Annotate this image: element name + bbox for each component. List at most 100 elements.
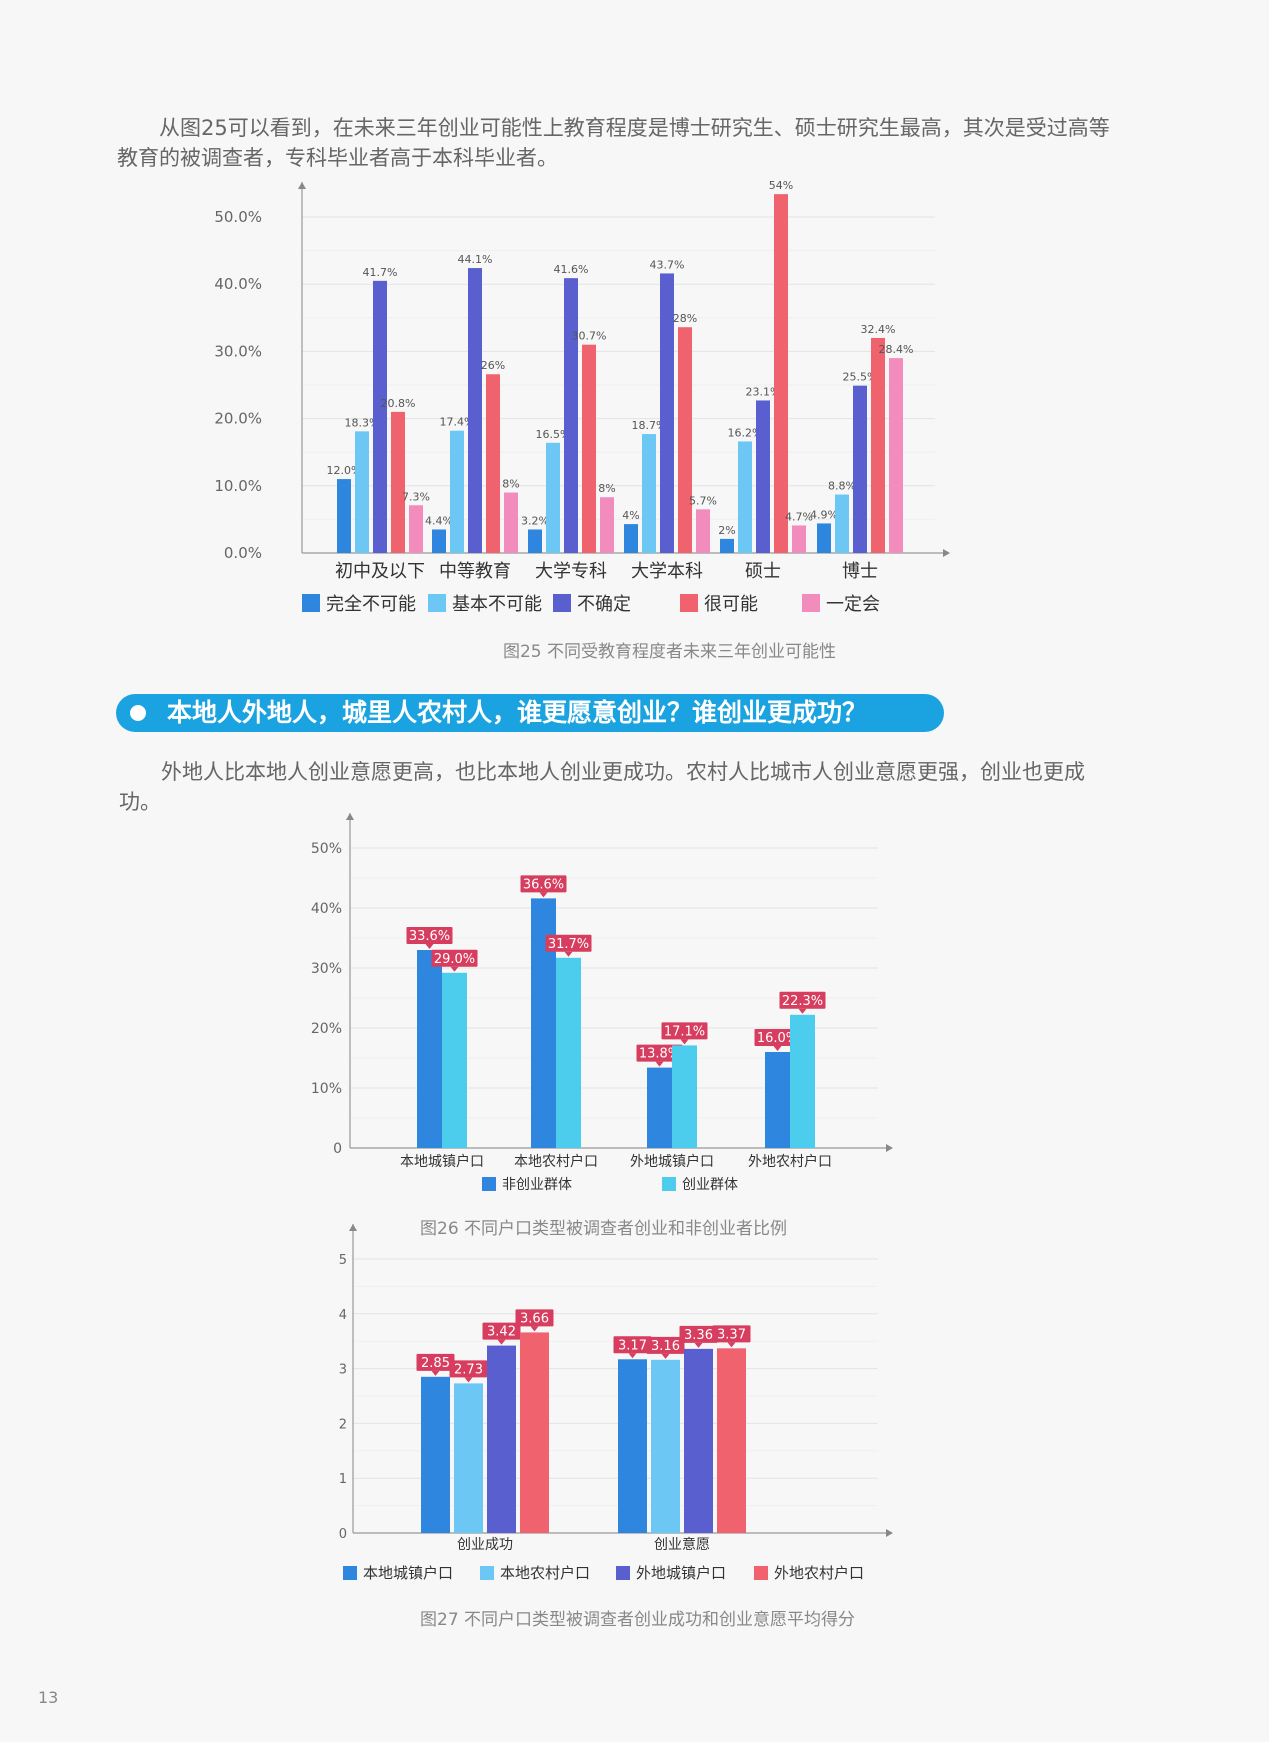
data-label: 3.17: [618, 1338, 647, 1353]
bar: [765, 1052, 790, 1148]
data-label-pointer-icon: [680, 1039, 689, 1045]
bar: [889, 358, 903, 553]
y-tick-label: 20%: [311, 1021, 342, 1037]
data-label: 18.7%: [632, 419, 667, 432]
data-label-pointer-icon: [655, 1061, 664, 1067]
section-banner-title: 本地人外地人，城里人农村人，谁更愿意创业？谁创业更成功？: [167, 698, 868, 727]
data-label-box: [545, 934, 592, 952]
data-label: 26%: [481, 359, 505, 372]
bar: [504, 492, 518, 553]
legend-label: 不确定: [577, 594, 631, 615]
bar: [337, 479, 351, 553]
bar: [790, 1014, 815, 1148]
bar: [564, 278, 578, 553]
bar: [373, 280, 387, 553]
y-tick-label: 20.0%: [214, 410, 262, 428]
x-category-label: 创业成功: [457, 1537, 513, 1553]
legend-swatch: [680, 594, 698, 612]
data-label: 3.37: [717, 1327, 746, 1342]
data-label-box: [449, 1360, 488, 1378]
data-label-box: [613, 1336, 652, 1354]
data-label-box: [482, 1322, 521, 1340]
data-label-box: [520, 875, 567, 893]
bar: [520, 1332, 549, 1533]
data-label-pointer-icon: [694, 1342, 703, 1348]
y-tick-label: 0: [339, 1527, 347, 1542]
data-label-pointer-icon: [539, 892, 548, 898]
data-label: 16.5%: [536, 428, 571, 441]
legend-swatch: [802, 594, 820, 612]
data-label: 28.4%: [879, 343, 914, 356]
y-tick-label: 40%: [311, 901, 342, 917]
intro-text: 从图25可以看到，在未来三年创业可能性上教育程度是博士研究生、硕士研究生最高，其…: [117, 116, 1110, 170]
y-tick-label: 1: [339, 1472, 347, 1487]
y-tick-label: 10.0%: [214, 477, 262, 495]
data-label-pointer-icon: [425, 944, 434, 949]
data-label-box: [679, 1325, 718, 1343]
x-axis-arrow-icon: [886, 1529, 893, 1537]
data-label: 16.0%: [757, 1031, 798, 1046]
y-tick-label: 10%: [311, 1081, 342, 1097]
figure-26-caption: 图26 不同户口类型被调查者创业和非创业者比例: [420, 1219, 788, 1239]
bar: [853, 385, 867, 553]
bar: [355, 431, 369, 553]
bar: [696, 509, 710, 553]
data-label: 8%: [598, 482, 615, 495]
legend-swatch: [662, 1177, 676, 1191]
legend-swatch: [302, 594, 320, 612]
data-label-box: [416, 1353, 455, 1371]
data-label: 3.2%: [521, 514, 549, 527]
data-label-pointer-icon: [661, 1353, 670, 1359]
bar: [417, 950, 442, 1148]
data-label: 22.3%: [782, 994, 823, 1009]
legend-label: 非创业群体: [502, 1177, 572, 1193]
data-label: 32.4%: [861, 323, 896, 336]
bar: [421, 1376, 450, 1533]
legend-label: 本地农村户口: [500, 1564, 590, 1582]
data-label-box: [636, 1044, 683, 1062]
data-label: 13.8%: [639, 1047, 680, 1062]
bar: [642, 434, 656, 553]
y-tick-label: 3: [339, 1363, 347, 1378]
data-label: 4.4%: [425, 514, 453, 527]
bar: [582, 344, 596, 553]
bar: [738, 441, 752, 553]
data-label: 12.0%: [327, 464, 362, 477]
y-tick-label: 5: [339, 1253, 347, 1268]
y-tick-label: 30.0%: [214, 342, 262, 360]
legend-label: 完全不可能: [326, 594, 416, 615]
data-label-pointer-icon: [727, 1342, 736, 1348]
legend-label: 外地城镇户口: [636, 1564, 726, 1582]
legend-label: 基本不可能: [452, 594, 542, 615]
data-label: 2.73: [454, 1362, 483, 1377]
data-label: 3.66: [520, 1311, 549, 1326]
bar: [651, 1359, 680, 1533]
bar: [468, 268, 482, 553]
x-category-label: 大学专科: [535, 561, 607, 582]
data-label-box: [712, 1325, 751, 1343]
data-label-box: [431, 949, 478, 967]
data-label: 31.7%: [548, 937, 589, 952]
data-label: 3.42: [487, 1325, 516, 1340]
bar: [442, 972, 467, 1148]
data-label-pointer-icon: [450, 966, 459, 972]
data-label: 7.3%: [402, 490, 430, 503]
bar: [624, 524, 638, 553]
bar: [792, 525, 806, 553]
data-label: 20.8%: [381, 397, 416, 410]
x-axis-arrow-icon: [886, 1144, 893, 1152]
legend-swatch: [480, 1566, 494, 1580]
bar: [717, 1348, 746, 1533]
data-label: 41.6%: [554, 263, 589, 276]
legend-swatch: [616, 1566, 630, 1580]
data-label-box: [779, 991, 826, 1009]
bar: [871, 337, 885, 553]
data-label-pointer-icon: [464, 1377, 473, 1383]
data-label: 23.1%: [746, 385, 781, 398]
legend-swatch: [428, 594, 446, 612]
data-label: 16.2%: [728, 426, 763, 439]
data-label: 2%: [718, 524, 735, 537]
legend-swatch: [343, 1566, 357, 1580]
bar: [454, 1383, 483, 1533]
